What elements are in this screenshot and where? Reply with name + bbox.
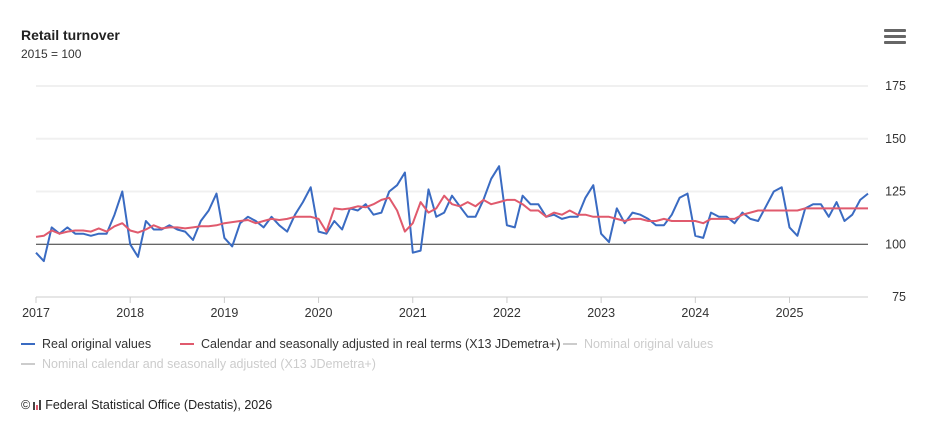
x-tick-label: 2025	[776, 306, 804, 320]
legend-swatch	[180, 343, 194, 345]
legend-label: Nominal calendar and seasonally adjusted…	[42, 357, 376, 371]
y-tick-label: 125	[885, 185, 906, 199]
x-tick-label: 2021	[399, 306, 427, 320]
y-tick-label: 100	[885, 237, 906, 251]
legend-item-nominal-adjusted[interactable]: Nominal calendar and seasonally adjusted…	[21, 357, 376, 371]
legend-swatch	[21, 343, 35, 345]
credit-text: Federal Statistical Office (Destatis), 2…	[45, 398, 273, 412]
x-tick-label: 2024	[681, 306, 709, 320]
legend-swatch	[21, 363, 35, 365]
chart-title: Retail turnover	[21, 27, 120, 43]
destatis-logo-icon	[33, 400, 42, 410]
x-tick-label: 2023	[587, 306, 615, 320]
legend-item-nominal-original[interactable]: Nominal original values	[563, 337, 713, 351]
copyright-symbol: ©	[21, 398, 31, 412]
series-line-1	[35, 194, 868, 238]
chart-subtitle: 2015 = 100	[21, 47, 82, 61]
credit: © Federal Statistical Office (Destatis),…	[21, 398, 272, 412]
legend-label: Calendar and seasonally adjusted in real…	[201, 337, 561, 351]
x-tick-label: 2022	[493, 306, 521, 320]
x-tick-label: 2020	[305, 306, 333, 320]
plot-area: 75 100 125 150 175 2017 2018 2019 2020 2021 2022 20…	[22, 79, 906, 320]
y-tick-label: 150	[885, 132, 906, 146]
legend-item-real-original[interactable]: Real original values	[21, 337, 151, 351]
y-tick-label: 75	[892, 290, 906, 304]
hamburger-menu-icon[interactable]	[884, 29, 906, 47]
x-tick-label: 2018	[116, 306, 144, 320]
legend-label: Nominal original values	[584, 337, 714, 351]
legend-label: Real original values	[42, 337, 152, 351]
x-tick-label: 2019	[210, 306, 238, 320]
x-tick-label: 2017	[22, 306, 50, 320]
y-tick-label: 175	[885, 79, 906, 93]
legend-item-seasonally-adjusted[interactable]: Calendar and seasonally adjusted in real…	[180, 337, 561, 351]
legend-swatch	[563, 343, 577, 345]
